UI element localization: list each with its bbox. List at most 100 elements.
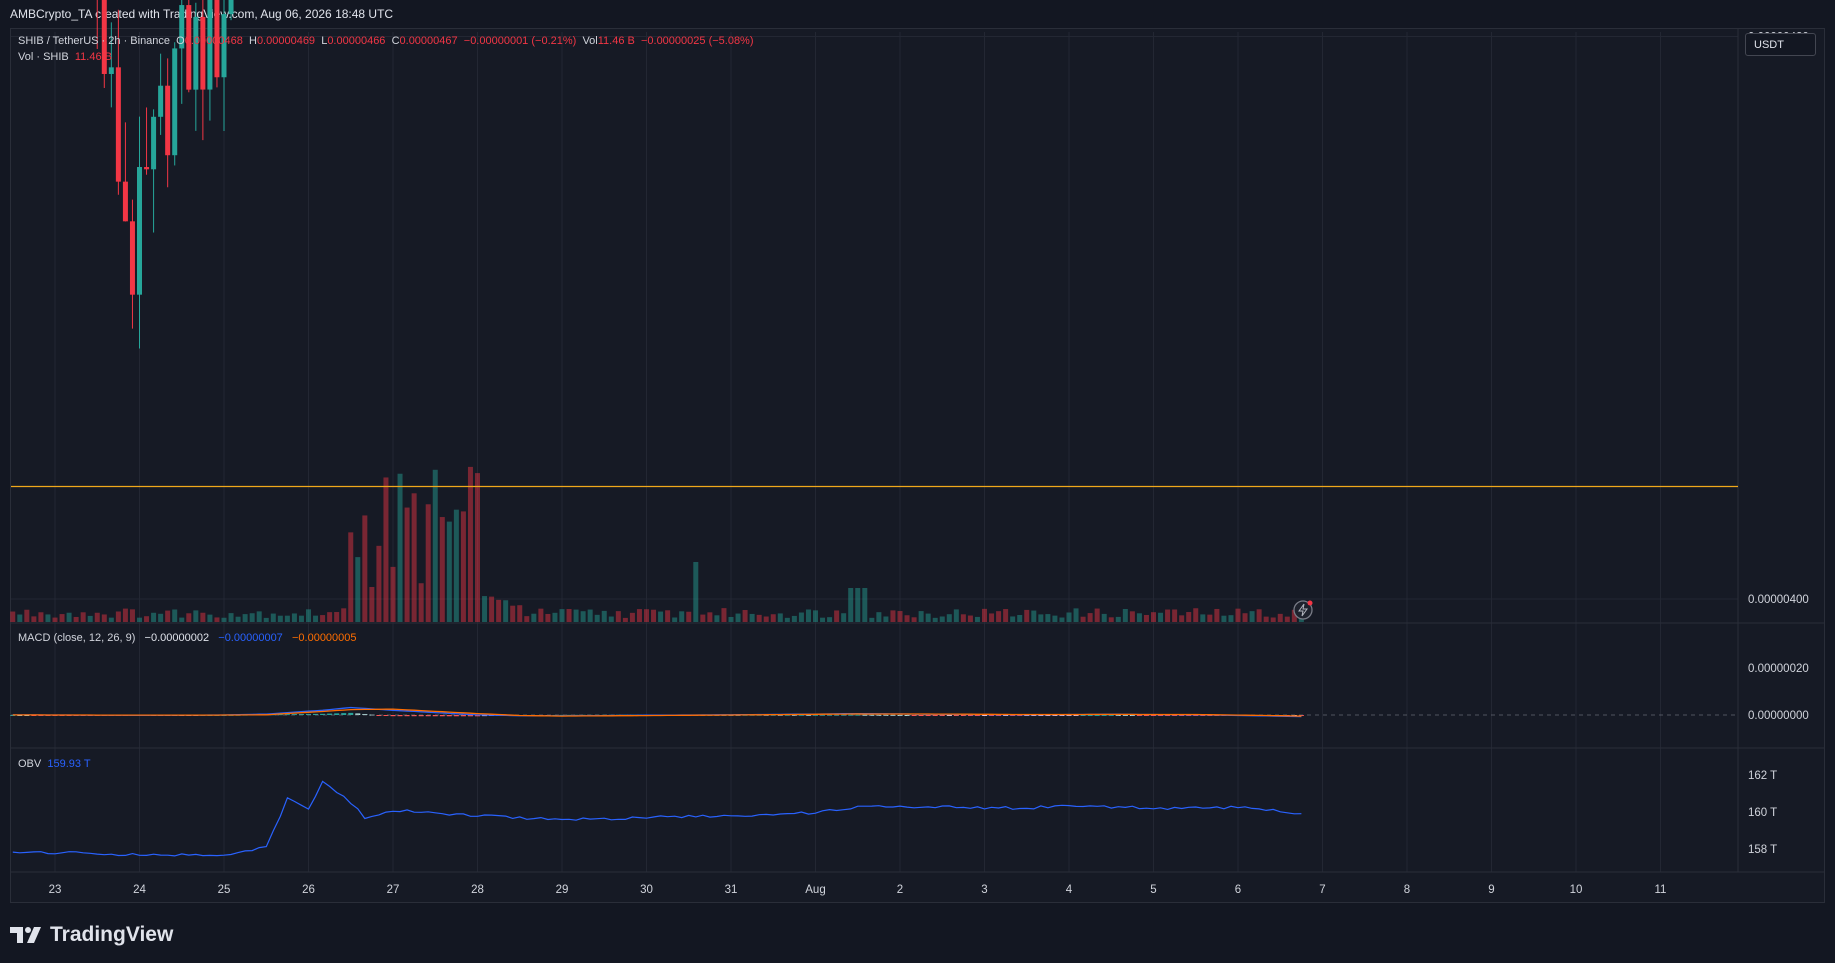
volume-bar-77 [552, 612, 558, 622]
volume-bar-67 [482, 596, 488, 622]
candle-body-19 [144, 167, 150, 170]
volume-bar-15 [115, 611, 121, 622]
candle-body-22 [165, 85, 171, 156]
macd-hist-bar-164 [1165, 715, 1171, 716]
volume-bar-24 [179, 617, 185, 622]
candle-body-21 [158, 85, 164, 117]
volume-bar-124 [883, 616, 889, 622]
volume-bar-68 [489, 596, 495, 622]
volume-bar-117 [834, 610, 840, 622]
candles [96, 0, 234, 349]
volume-bar-45 [327, 612, 333, 622]
volume-bar-114 [813, 610, 818, 622]
time-axis-label-0: 23 [49, 884, 62, 896]
volume-bar-47 [341, 608, 347, 622]
macd-hist-bar-38 [277, 714, 283, 716]
macd-pane [10, 706, 1738, 718]
obv-axis-label-2: 158 T [1748, 844, 1777, 856]
volume-bar-113 [805, 609, 811, 622]
macd-legend-label[interactable]: MACD (close, 12, 26, 9) [18, 632, 136, 644]
candle-body-26 [193, 16, 199, 90]
volume-bar-172 [1221, 615, 1227, 622]
volume-bar-11 [87, 615, 93, 622]
alert-icon[interactable] [1293, 600, 1313, 620]
volume-bar-57 [411, 493, 417, 622]
time-axis-label-2: 25 [218, 884, 231, 896]
volume-bar-91 [651, 609, 657, 622]
macd-hist-bar-58 [418, 715, 424, 717]
volume-bar-97 [693, 562, 699, 622]
macd-hist-bar-42 [306, 713, 311, 715]
volume-bar-63 [453, 509, 459, 622]
volume-bar-154 [1094, 608, 1100, 622]
volume-bar-1 [17, 614, 23, 622]
candle-body-17 [129, 221, 135, 295]
time-axis-label-11: 3 [981, 884, 987, 896]
volume-bar-52 [376, 545, 382, 622]
macd-hist-bar-45 [327, 713, 333, 715]
macd-hist-bar-59 [425, 715, 431, 717]
volume-bar-93 [665, 610, 671, 622]
volume-bar-40 [291, 613, 297, 622]
volume-bar-20 [151, 612, 157, 622]
volume-bar-43 [313, 615, 319, 622]
obv-axis-label-0: 162 T [1748, 770, 1777, 782]
volume-bar-64 [460, 511, 466, 622]
macd-hist-value: −0.00000002 [144, 632, 210, 644]
volume-bar-58 [418, 583, 424, 622]
volume-bar-48 [348, 532, 354, 622]
volume-bar-30 [221, 617, 227, 622]
tradingview-logo[interactable]: TradingView [10, 920, 173, 950]
volume-bar-170 [1207, 614, 1213, 622]
time-axis-label-13: 5 [1150, 884, 1156, 896]
symbol-label[interactable]: SHIB / TetherUS · 2h · Binance [18, 35, 171, 47]
volume-bar-25 [186, 613, 192, 622]
macd-hist-bar-62 [446, 715, 452, 717]
volume-bar-56 [404, 507, 410, 622]
volume-legend-value: 11.46 B [74, 51, 112, 63]
volume-bar-79 [566, 609, 572, 622]
volume-bar-9 [73, 616, 79, 622]
volume-bar-46 [334, 612, 340, 622]
volume-bar-85 [608, 616, 614, 622]
volume-bar-112 [798, 612, 804, 622]
candle-body-25 [186, 5, 192, 90]
macd-hist-bar-155 [1101, 714, 1107, 716]
volume-bar-159 [1129, 611, 1135, 622]
volume-bar-176 [1249, 611, 1255, 622]
candle-body-30 [221, 14, 227, 78]
volume-bar-182 [1291, 609, 1297, 622]
macd-hist-bar-64 [460, 715, 466, 717]
volume-bar-143 [1017, 614, 1023, 622]
volume-bar-100 [714, 615, 720, 622]
macd-hist-bar-162 [1151, 715, 1156, 716]
volume-bar-142 [1010, 616, 1016, 622]
currency-button[interactable]: USDT [1745, 33, 1816, 56]
macd-hist-bar-113 [805, 714, 811, 716]
volume-bar-29 [214, 617, 220, 622]
volume-bar-131 [932, 617, 938, 622]
candle-body-20 [151, 116, 157, 170]
obv-axis-label-1: 160 T [1748, 807, 1777, 819]
volume-bar-179 [1270, 617, 1276, 622]
macd-hist-bar-154 [1094, 714, 1100, 716]
macd-hist-bar-139 [989, 715, 995, 716]
volume-bar-76 [545, 613, 551, 622]
volume-bar-178 [1263, 616, 1269, 622]
chart-panel[interactable] [10, 28, 1825, 903]
volume-bar-18 [137, 617, 142, 622]
macd-hist-bar-65 [467, 715, 473, 717]
volume-bar-89 [636, 609, 642, 622]
macd-hist-bar-50 [362, 713, 368, 715]
volume-bar-121 [862, 588, 868, 622]
volume-bar-31 [228, 613, 234, 622]
volume-bar-157 [1115, 616, 1121, 622]
volume-bar-72 [517, 605, 523, 622]
volume-bar-75 [538, 608, 544, 622]
obv-legend-label[interactable]: OBV [18, 758, 42, 770]
volume-bar-128 [911, 617, 917, 622]
vol-label: Vol [582, 35, 598, 47]
macd-hist-bar-130 [925, 715, 931, 716]
volume-legend-label[interactable]: Vol · SHIB [18, 51, 69, 63]
